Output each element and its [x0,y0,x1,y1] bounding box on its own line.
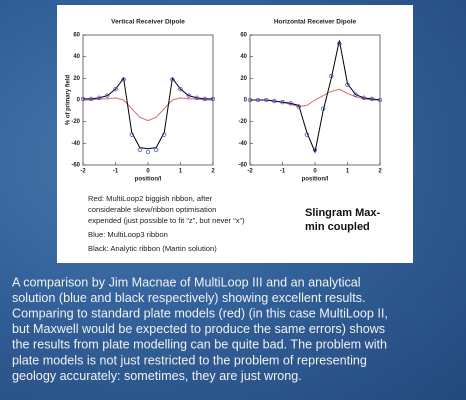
x-tick-label: 2 [211,169,215,175]
note-line: expended (just possible to fit “z”, but … [88,216,245,225]
chart: Vertical Receiver Dipole-60-40-200204060… [66,19,216,183]
data-point [145,149,151,155]
chart: Horizontal Receiver Dipole-60-40-2002040… [238,19,382,183]
y-tick-label: 40 [73,54,80,60]
caption-line: Comparing to standard plate models (red)… [12,307,388,321]
data-point [113,87,118,92]
data-point [186,93,191,98]
x-tick-label: 0 [146,169,150,175]
x-tick-label: -1 [113,169,119,175]
y-axis-label: % of primary field [66,74,72,125]
caption-line: geology accurately: sometimes, they are … [12,369,302,383]
x-tick-label: 2 [378,169,382,175]
chart-title: Horizontal Receiver Dipole [274,19,357,26]
data-point [153,147,159,152]
data-point [247,97,253,103]
y-tick-label: -20 [71,119,80,125]
data-point [97,95,102,100]
y-tick-label: 60 [73,33,80,39]
label-line: min coupled [305,221,370,233]
notes: Red: MultiLoop2 biggish ribbon, after con… [88,194,381,253]
data-point [202,96,208,102]
data-line [83,77,213,150]
data-point [296,104,301,109]
caption-line: the results from plate modelling can be … [12,338,387,352]
data-point [304,132,310,137]
data-point [320,106,326,111]
note-line: Red: MultiLoop2 biggish ribbon, after [88,194,213,203]
data-point [105,93,110,98]
data-line [83,97,213,122]
data-point [329,74,334,79]
x-tick-label: -1 [280,169,286,175]
y-tick-label: -40 [71,141,80,147]
y-tick-label: 0 [244,98,248,104]
caption-line: plate models is not just restricted to t… [12,353,367,367]
note-line: Blue: MultiLoop3 ribbon [88,230,168,239]
data-point [361,95,366,100]
data-point [353,92,358,97]
data-point [210,96,216,102]
x-axis-label: position/l [135,177,162,183]
data-point [137,147,143,152]
x-tick-label: -2 [247,169,253,175]
x-tick-label: 1 [179,169,183,175]
data-point [280,100,285,105]
label-line: Slingram Max- [305,207,381,219]
caption-line: A comparison by Jim Macnae of MultiLoop … [12,275,361,289]
data-point [337,41,342,46]
data-point [377,97,383,103]
note-line: Black: Analytic ribbon (Martin solution) [88,244,217,253]
caption-line: but Maxwell would be expected to produce… [12,322,385,336]
data-point [369,96,375,102]
y-tick-label: 40 [240,54,247,60]
data-point [312,147,318,152]
caption-line: solution (blue and black respectively) s… [12,291,366,305]
y-tick-label: -60 [238,163,247,169]
data-point [272,98,277,104]
data-point [80,96,86,102]
data-point [194,95,199,100]
y-tick-label: 60 [240,33,247,39]
y-tick-label: -40 [238,141,247,147]
data-line [250,40,381,154]
data-point [178,87,183,92]
y-tick-label: -60 [71,163,80,169]
chart-title: Vertical Receiver Dipole [111,19,185,26]
data-point [345,82,350,87]
data-point [288,101,293,106]
y-tick-label: 20 [240,76,247,82]
data-point [170,77,175,82]
data-point [264,97,269,103]
data-point [121,77,126,82]
y-tick-label: 20 [73,76,80,82]
y-tick-label: 0 [77,98,81,104]
x-tick-label: 1 [346,169,350,175]
y-tick-label: -20 [238,119,247,125]
data-point [129,132,134,137]
caption: A comparison by Jim Macnae of MultiLoop … [12,275,388,383]
x-axis-label: position/l [302,177,329,183]
figure-panel [57,5,413,263]
data-point [88,96,94,102]
data-point [255,97,261,103]
note-line: considerable skew/ribbon optimisation [88,205,216,214]
x-tick-label: 0 [313,169,317,175]
x-tick-label: -2 [80,169,86,175]
data-point [162,132,167,137]
